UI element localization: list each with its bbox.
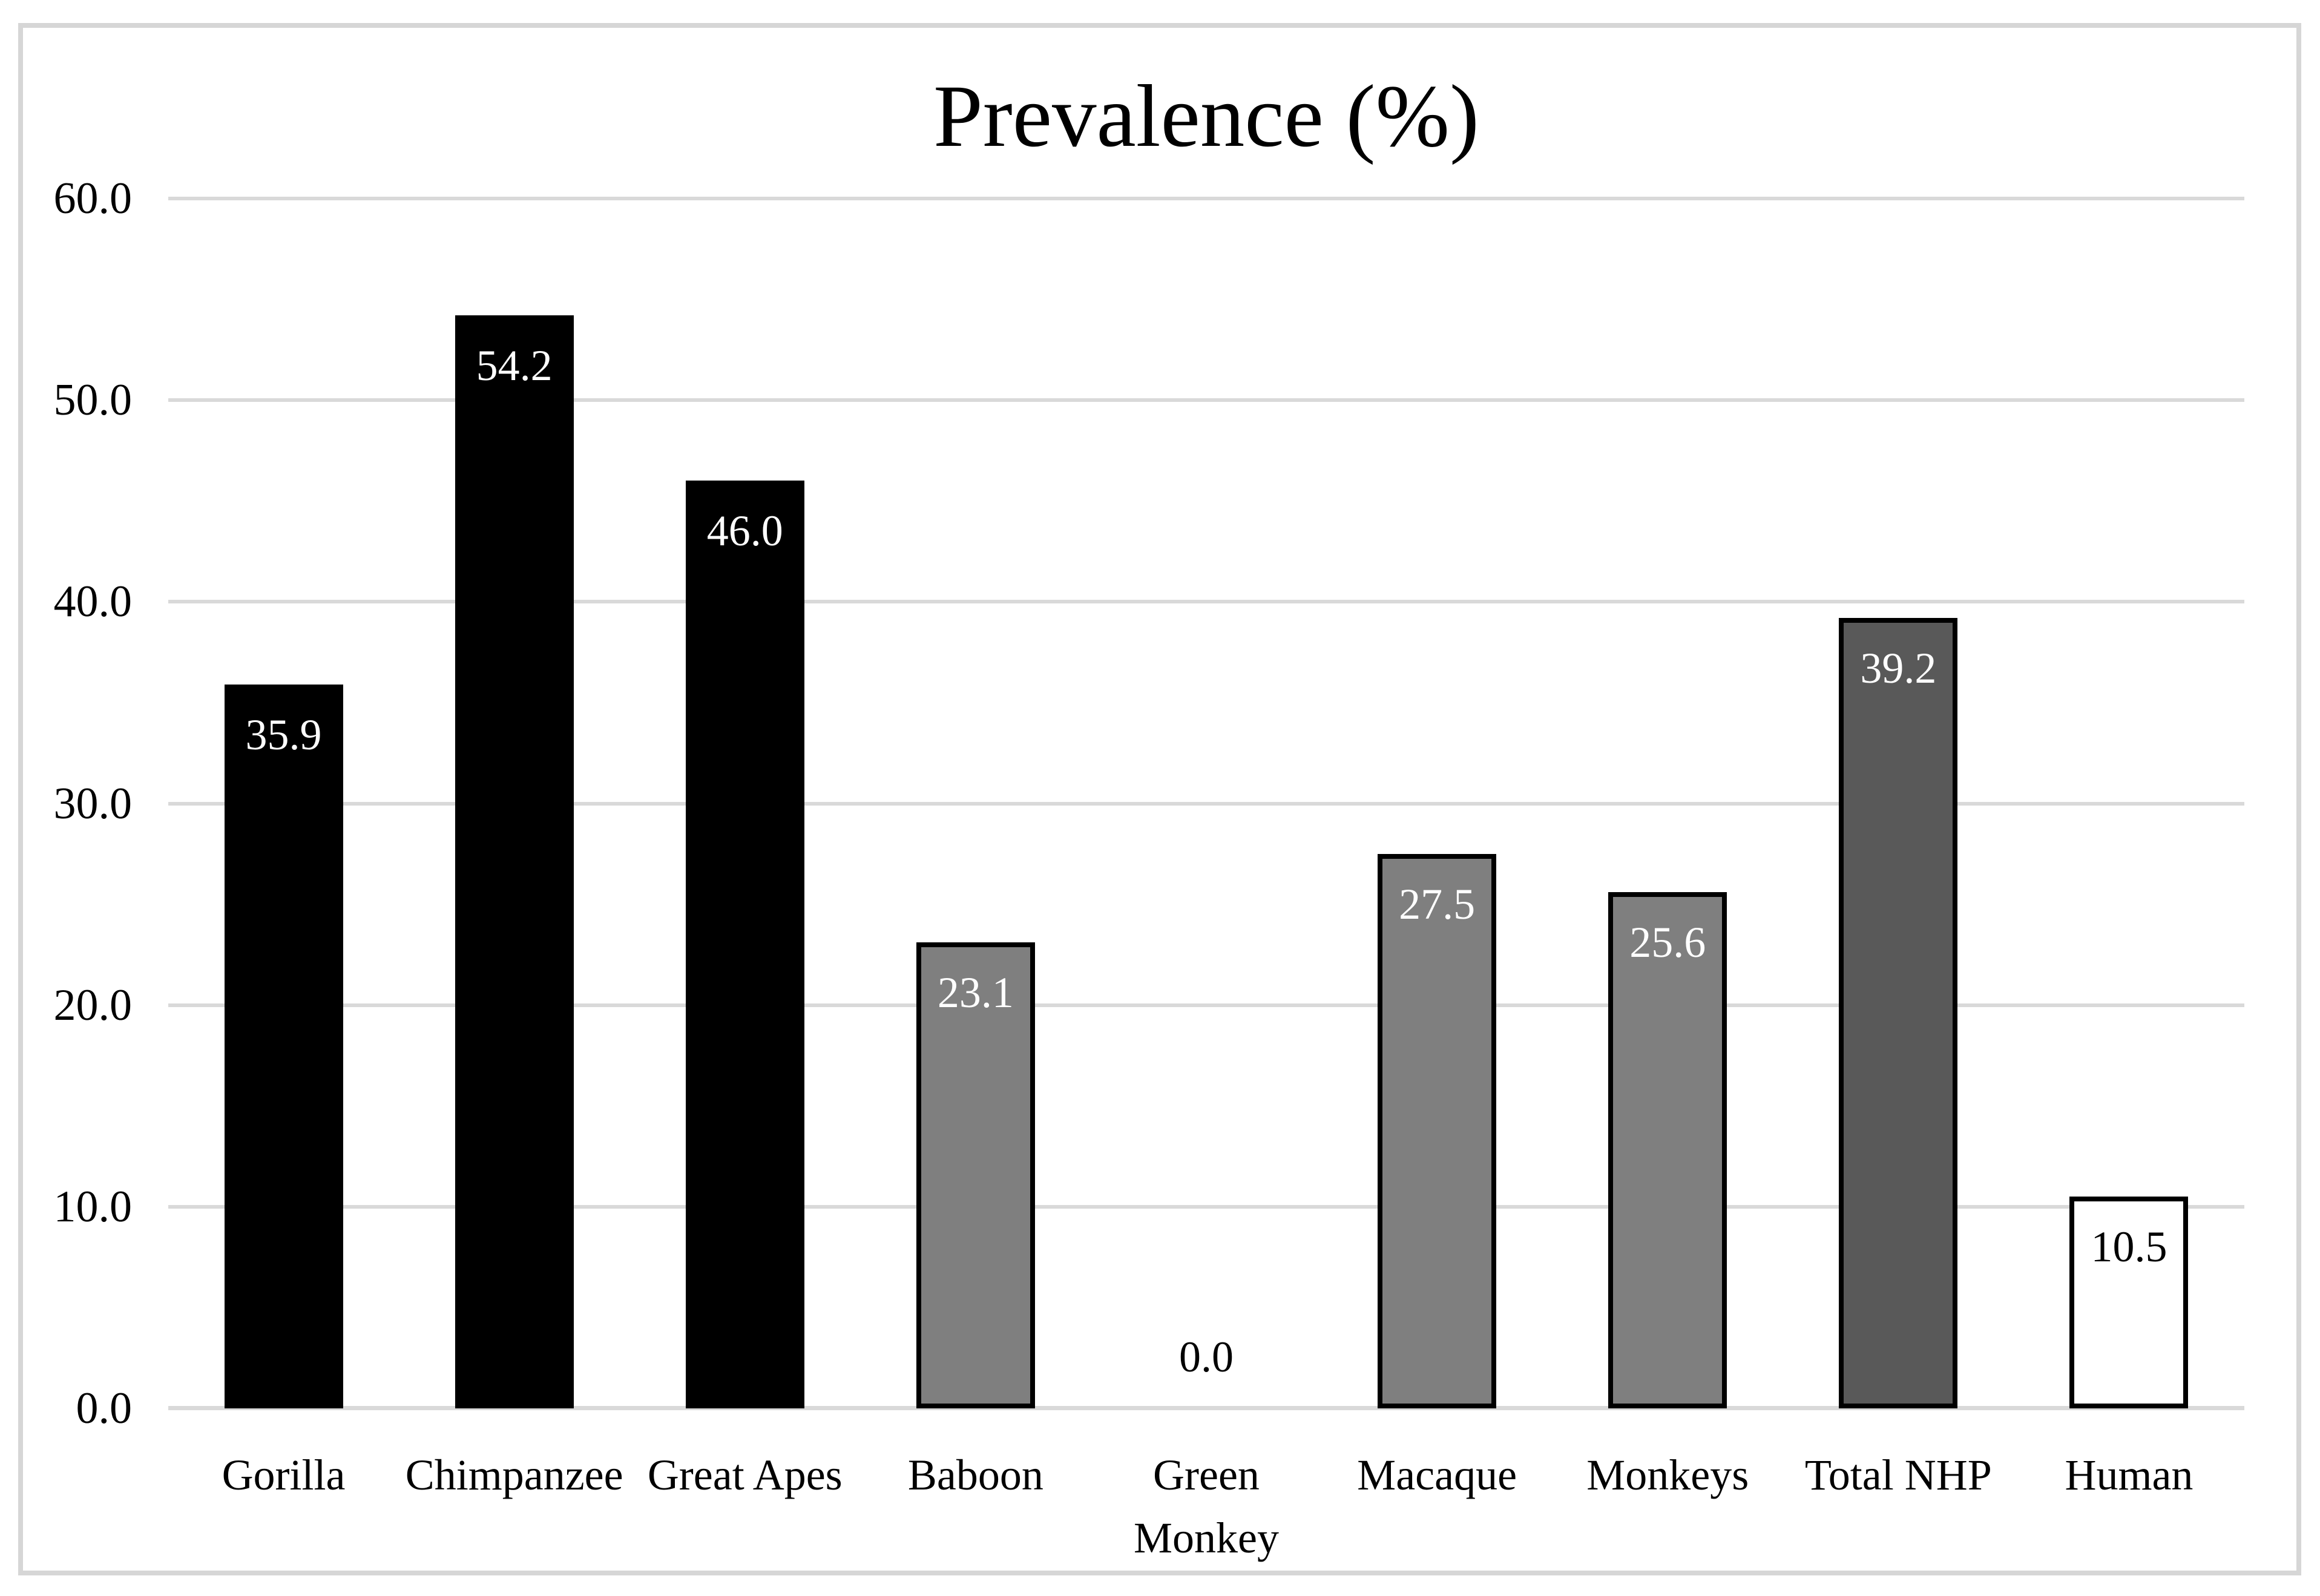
x-axis-category-label-macaque: Macaque bbox=[1357, 1451, 1517, 1499]
x-axis-category-label-great-apes: Great Apes bbox=[647, 1451, 843, 1499]
bar-value-label-great-apes: 46.0 bbox=[706, 507, 783, 555]
bar-value-label-baboon: 23.1 bbox=[937, 968, 1014, 1017]
bar-value-label-green-monkey: 0.0 bbox=[1179, 1333, 1234, 1381]
gridline-50.0 bbox=[168, 398, 2244, 402]
x-axis-category-label-baboon: Baboon bbox=[907, 1451, 1043, 1499]
bar-monkeys bbox=[1608, 892, 1727, 1408]
gridline-60.0 bbox=[168, 197, 2244, 200]
y-axis-tick-label: 0.0 bbox=[76, 1384, 133, 1433]
chart-title: Prevalence (%) bbox=[933, 67, 1479, 165]
gridline-40.0 bbox=[168, 600, 2244, 604]
plot-area bbox=[168, 197, 2244, 1410]
bar-total-nhp bbox=[1839, 618, 1958, 1408]
bar-value-label-macaque: 27.5 bbox=[1399, 880, 1476, 928]
y-axis-tick-label: 20.0 bbox=[53, 980, 133, 1030]
gridline-20.0 bbox=[168, 1003, 2244, 1007]
bar-macaque bbox=[1378, 854, 1497, 1408]
bar-value-label-chimpanzee: 54.2 bbox=[476, 341, 553, 390]
bar-human bbox=[2069, 1197, 2189, 1408]
x-axis-category-label-monkeys: Monkeys bbox=[1586, 1451, 1749, 1499]
y-axis-tick-label: 40.0 bbox=[53, 577, 133, 627]
bar-value-label-human: 10.5 bbox=[2091, 1223, 2167, 1271]
y-axis-tick-label: 10.0 bbox=[53, 1181, 133, 1232]
gridline-0.0 bbox=[168, 1406, 2244, 1410]
x-axis-category-label-chimpanzee: Chimpanzee bbox=[405, 1451, 623, 1499]
gridline-30.0 bbox=[168, 801, 2244, 806]
bar-value-label-total-nhp: 39.2 bbox=[1860, 644, 1937, 692]
bar-chimpanzee bbox=[455, 315, 574, 1408]
x-axis-category-label-gorilla: Gorilla bbox=[222, 1451, 346, 1499]
x-axis-category-label-human: Human bbox=[2065, 1451, 2193, 1499]
bar-value-label-monkeys: 25.6 bbox=[1629, 918, 1706, 967]
bar-gorilla bbox=[224, 685, 343, 1408]
y-axis-tick-label: 50.0 bbox=[53, 375, 133, 425]
gridline-10.0 bbox=[168, 1204, 2244, 1209]
x-axis-category-label-total-nhp: Total NHP bbox=[1804, 1451, 1992, 1499]
y-axis-tick-label: 30.0 bbox=[53, 778, 133, 829]
bar-great-apes bbox=[685, 481, 804, 1408]
bar-baboon bbox=[916, 942, 1035, 1408]
x-axis-category-label-green-monkey: Green Monkey bbox=[1134, 1451, 1279, 1563]
y-axis-tick-label: 60.0 bbox=[53, 174, 133, 223]
bar-value-label-gorilla: 35.9 bbox=[245, 711, 322, 759]
